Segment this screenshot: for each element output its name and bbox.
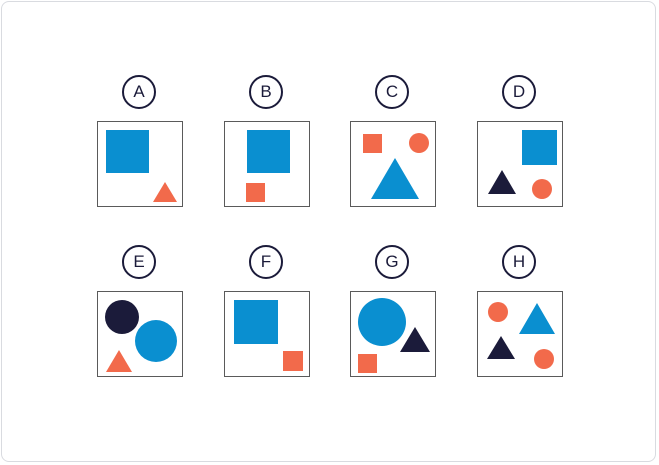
orange-triangle: [106, 350, 132, 372]
orange-circle: [409, 133, 429, 153]
option-label: A: [122, 75, 156, 109]
option-box: [477, 121, 563, 207]
blue-square: [522, 130, 557, 165]
blue-square: [106, 130, 149, 173]
orange-square: [283, 351, 303, 371]
orange-square: [246, 183, 265, 202]
orange-square: [358, 354, 377, 373]
blue-square: [234, 300, 278, 344]
option-box: [477, 291, 563, 377]
option-label: D: [502, 75, 536, 109]
orange-circle: [532, 179, 552, 199]
navy-circle: [105, 300, 139, 334]
navy-triangle: [488, 170, 516, 194]
option-label: E: [122, 245, 156, 279]
navy-triangle: [400, 327, 430, 352]
blue-circle: [135, 320, 177, 362]
option-box: [97, 121, 183, 207]
option-box: [350, 121, 436, 207]
option-box: [224, 291, 310, 377]
option-label: B: [249, 75, 283, 109]
orange-circle: [534, 349, 554, 369]
option-label: H: [502, 245, 536, 279]
orange-triangle: [153, 182, 177, 202]
option-box: [224, 121, 310, 207]
option-box: [350, 291, 436, 377]
orange-circle: [488, 302, 508, 322]
blue-circle: [358, 298, 406, 346]
orange-square: [363, 134, 382, 153]
blue-triangle: [371, 158, 419, 199]
blue-triangle: [519, 303, 555, 334]
option-label: C: [375, 75, 409, 109]
option-label: G: [375, 245, 409, 279]
option-label: F: [249, 245, 283, 279]
option-box: [97, 291, 183, 377]
blue-square: [247, 130, 290, 173]
navy-triangle: [487, 336, 515, 359]
